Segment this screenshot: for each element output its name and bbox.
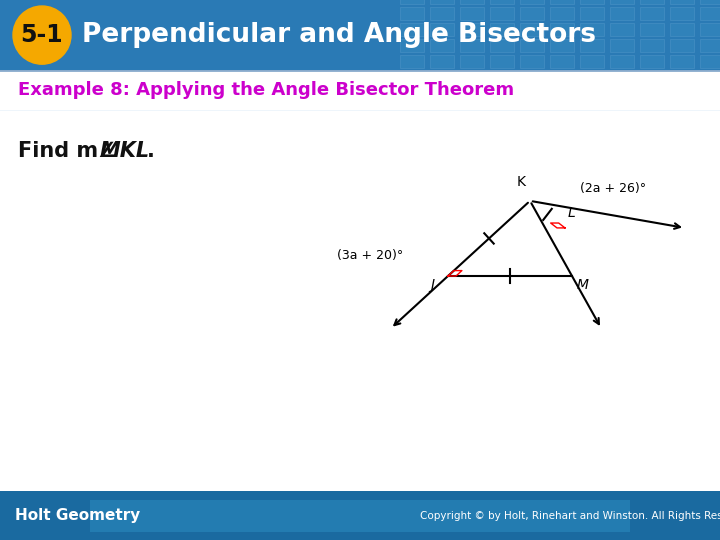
Text: 5-1: 5-1	[21, 23, 63, 47]
FancyBboxPatch shape	[550, 7, 574, 20]
FancyBboxPatch shape	[430, 0, 454, 4]
FancyBboxPatch shape	[580, 55, 604, 68]
Text: L: L	[568, 206, 576, 220]
FancyBboxPatch shape	[490, 7, 514, 20]
FancyBboxPatch shape	[610, 0, 634, 4]
FancyBboxPatch shape	[670, 0, 694, 4]
FancyBboxPatch shape	[640, 23, 664, 36]
FancyBboxPatch shape	[670, 7, 694, 20]
FancyBboxPatch shape	[670, 23, 694, 36]
FancyBboxPatch shape	[460, 23, 484, 36]
FancyBboxPatch shape	[550, 23, 574, 36]
FancyBboxPatch shape	[640, 0, 664, 4]
FancyBboxPatch shape	[700, 7, 720, 20]
FancyBboxPatch shape	[640, 39, 664, 52]
FancyBboxPatch shape	[520, 0, 544, 4]
FancyBboxPatch shape	[580, 7, 604, 20]
Text: MKL: MKL	[100, 141, 150, 161]
FancyBboxPatch shape	[90, 500, 630, 532]
FancyBboxPatch shape	[610, 55, 634, 68]
FancyBboxPatch shape	[550, 0, 574, 4]
Text: .: .	[147, 141, 155, 161]
FancyBboxPatch shape	[670, 55, 694, 68]
FancyBboxPatch shape	[490, 39, 514, 52]
Text: Holt Geometry: Holt Geometry	[15, 508, 140, 523]
Text: Perpendicular and Angle Bisectors: Perpendicular and Angle Bisectors	[82, 22, 596, 48]
FancyBboxPatch shape	[460, 55, 484, 68]
FancyBboxPatch shape	[520, 39, 544, 52]
Text: Copyright © by Holt, Rinehart and Winston. All Rights Reserved.: Copyright © by Holt, Rinehart and Winsto…	[420, 511, 720, 521]
FancyBboxPatch shape	[430, 23, 454, 36]
FancyBboxPatch shape	[400, 7, 424, 20]
FancyBboxPatch shape	[580, 39, 604, 52]
Text: (2a + 26)°: (2a + 26)°	[580, 183, 646, 195]
Text: Find m∠: Find m∠	[18, 141, 117, 161]
FancyBboxPatch shape	[430, 39, 454, 52]
FancyBboxPatch shape	[430, 55, 454, 68]
FancyBboxPatch shape	[400, 0, 424, 4]
FancyBboxPatch shape	[640, 7, 664, 20]
FancyBboxPatch shape	[610, 39, 634, 52]
FancyBboxPatch shape	[700, 23, 720, 36]
FancyBboxPatch shape	[610, 23, 634, 36]
FancyBboxPatch shape	[400, 39, 424, 52]
Ellipse shape	[13, 6, 71, 64]
FancyBboxPatch shape	[0, 0, 720, 70]
FancyBboxPatch shape	[700, 0, 720, 4]
FancyBboxPatch shape	[520, 55, 544, 68]
FancyBboxPatch shape	[460, 7, 484, 20]
FancyBboxPatch shape	[580, 0, 604, 4]
FancyBboxPatch shape	[520, 7, 544, 20]
FancyBboxPatch shape	[700, 39, 720, 52]
FancyBboxPatch shape	[700, 55, 720, 68]
Text: M: M	[577, 278, 589, 292]
FancyBboxPatch shape	[430, 7, 454, 20]
FancyBboxPatch shape	[460, 39, 484, 52]
FancyBboxPatch shape	[0, 491, 720, 540]
FancyBboxPatch shape	[490, 55, 514, 68]
Text: J: J	[430, 278, 434, 292]
FancyBboxPatch shape	[580, 23, 604, 36]
FancyBboxPatch shape	[400, 55, 424, 68]
FancyBboxPatch shape	[550, 55, 574, 68]
Text: (3a + 20)°: (3a + 20)°	[337, 249, 403, 262]
FancyBboxPatch shape	[490, 23, 514, 36]
FancyBboxPatch shape	[0, 70, 720, 111]
FancyBboxPatch shape	[550, 39, 574, 52]
FancyBboxPatch shape	[670, 39, 694, 52]
FancyBboxPatch shape	[610, 7, 634, 20]
Text: Example 8: Applying the Angle Bisector Theorem: Example 8: Applying the Angle Bisector T…	[18, 82, 514, 99]
FancyBboxPatch shape	[640, 55, 664, 68]
FancyBboxPatch shape	[400, 23, 424, 36]
FancyBboxPatch shape	[490, 0, 514, 4]
FancyBboxPatch shape	[520, 23, 544, 36]
FancyBboxPatch shape	[460, 0, 484, 4]
Text: K: K	[517, 175, 526, 189]
